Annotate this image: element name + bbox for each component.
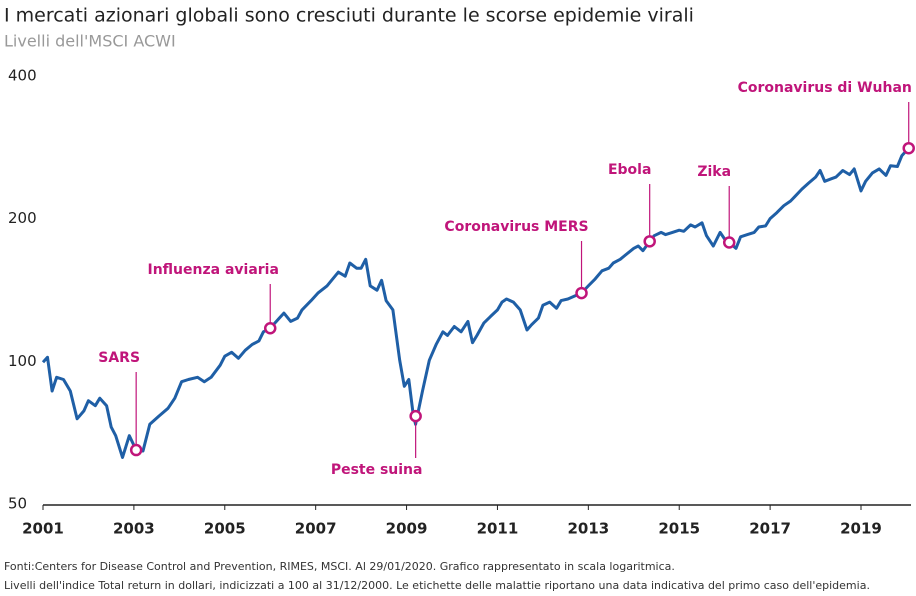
chart-title: I mercati azionari globali sono cresciut… bbox=[4, 5, 694, 27]
x-tick-label: 2005 bbox=[204, 520, 246, 538]
annotation-marker bbox=[722, 236, 736, 249]
y-tick-label: 50 bbox=[8, 495, 27, 513]
x-tick-label: 2003 bbox=[113, 520, 155, 538]
annotation-marker bbox=[575, 286, 588, 300]
annotation-label: Zika bbox=[697, 164, 731, 180]
x-tick-label: 2015 bbox=[658, 520, 700, 538]
annotation-label: Ebola bbox=[608, 162, 651, 178]
x-tick-label: 2017 bbox=[749, 520, 791, 538]
annotation-marker bbox=[263, 322, 277, 335]
line-series bbox=[41, 147, 910, 459]
footnote: Fonti:Centers for Disease Control and Pr… bbox=[4, 560, 675, 573]
x-tick-label: 2019 bbox=[840, 520, 882, 538]
annotation-label: Peste suina bbox=[331, 462, 423, 478]
y-tick-label: 100 bbox=[8, 352, 37, 370]
annotation-marker bbox=[902, 141, 915, 155]
footnote: Livelli dell'indice Total return in doll… bbox=[4, 579, 870, 592]
x-tick-label: 2007 bbox=[295, 520, 337, 538]
annotation-label: Coronavirus MERS bbox=[444, 219, 588, 235]
y-tick-label: 400 bbox=[8, 67, 37, 85]
x-tick-label: 2001 bbox=[22, 520, 64, 538]
x-tick-label: 2011 bbox=[477, 520, 519, 538]
y-tick-label: 200 bbox=[8, 209, 37, 227]
annotation-marker bbox=[129, 443, 143, 457]
annotation-marker bbox=[643, 235, 656, 248]
annotation-label: SARS bbox=[98, 350, 140, 366]
annotation-label: Influenza aviaria bbox=[148, 262, 279, 278]
x-tick-label: 2009 bbox=[386, 520, 428, 538]
annotation-marker bbox=[409, 409, 422, 423]
x-tick-label: 2013 bbox=[567, 520, 609, 538]
chart-subtitle: Livelli dell'MSCI ACWI bbox=[4, 32, 176, 51]
annotation-label: Coronavirus di Wuhan bbox=[738, 80, 912, 96]
